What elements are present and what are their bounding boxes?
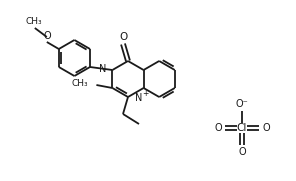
Text: O: O xyxy=(214,123,222,133)
Text: +: + xyxy=(142,89,148,98)
Text: Cl: Cl xyxy=(237,123,247,133)
Text: CH₃: CH₃ xyxy=(72,79,89,89)
Text: O: O xyxy=(238,147,246,157)
Text: O⁻: O⁻ xyxy=(236,99,248,109)
Text: N: N xyxy=(99,64,106,74)
Text: O: O xyxy=(43,31,51,41)
Text: O: O xyxy=(119,32,127,42)
Text: O: O xyxy=(262,123,270,133)
Text: CH₃: CH₃ xyxy=(25,18,42,26)
Text: N: N xyxy=(135,93,142,103)
